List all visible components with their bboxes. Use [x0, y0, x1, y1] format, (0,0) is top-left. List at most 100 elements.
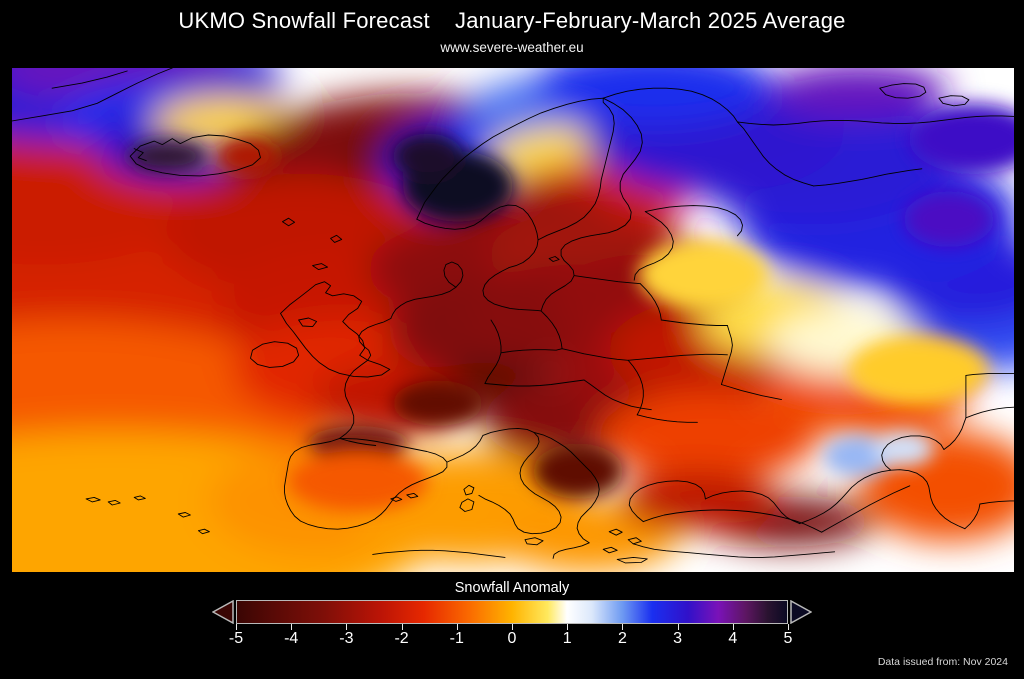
- data-issued-note: Data issued from: Nov 2024: [877, 656, 1008, 668]
- colorbar-tick-label: -3: [339, 630, 354, 647]
- colorbar-tick: [788, 624, 789, 630]
- anomaly-map[interactable]: [12, 68, 1014, 572]
- anomaly-blob: [497, 501, 679, 572]
- colorbar-legend: Snowfall Anomaly -5 -4 -3 -2 -1 0 1 2 3 4 5 Data i…: [0, 576, 1024, 679]
- coastline-path: [552, 542, 590, 559]
- anomaly-blob: [618, 471, 779, 532]
- coastline-path: [633, 211, 674, 281]
- coastline-path: [548, 256, 560, 262]
- source-url: www.severe-weather.eu: [440, 40, 584, 55]
- coastline-path: [561, 348, 629, 361]
- anomaly-blob: [768, 68, 949, 119]
- coastline-path: [636, 414, 698, 423]
- anomaly-blob: [392, 133, 463, 179]
- coastline-path: [12, 68, 173, 122]
- colorbar-tick: [677, 624, 679, 630]
- coastline-path: [406, 492, 419, 499]
- coastline-path: [736, 115, 1014, 126]
- colorbar-tick-label: 0: [507, 630, 517, 647]
- coastline-path: [628, 480, 706, 523]
- anomaly-blob: [217, 138, 278, 174]
- colorbar-tick-label: 4: [728, 630, 738, 647]
- coastline-path: [107, 499, 121, 506]
- coastline-path: [537, 97, 615, 241]
- coastline-path: [463, 484, 475, 496]
- colorbar-tick: [732, 624, 734, 630]
- coastline-path: [330, 234, 343, 243]
- anomaly-blob: [848, 335, 989, 406]
- coastline-path: [736, 121, 815, 187]
- coastline-path: [602, 546, 618, 554]
- coastline-path: [524, 537, 544, 546]
- coastline-path: [533, 431, 600, 544]
- coastline-path: [632, 543, 836, 558]
- coastline-path: [197, 528, 210, 535]
- coastline-path: [938, 95, 970, 107]
- colorbar-gradient: [236, 600, 788, 624]
- coastline-path: [602, 87, 738, 123]
- coastline-path: [979, 500, 1014, 505]
- coastline-path: [881, 435, 945, 471]
- coastline-path: [608, 528, 623, 536]
- anomaly-blob: [873, 430, 934, 467]
- anomaly-blob: [392, 380, 483, 426]
- colorbar-tick-label: -5: [228, 630, 244, 647]
- coastline-path: [312, 263, 329, 271]
- colorbar-tick: [236, 624, 237, 630]
- coastline-path: [627, 537, 642, 545]
- coastline-path: [443, 261, 464, 288]
- coastline-borders: [12, 68, 1014, 564]
- coastline-path: [890, 469, 966, 530]
- anomaly-blob: [307, 425, 408, 462]
- coastline-path: [704, 490, 801, 525]
- coastline-path: [282, 217, 296, 227]
- coastline-path: [720, 384, 782, 401]
- coastline-path: [965, 406, 1014, 419]
- coastline-path: [616, 556, 648, 564]
- figure-header: UKMO Snowfall Forecast January-February-…: [0, 0, 1024, 68]
- coastline-path: [799, 469, 892, 525]
- coastline-path: [660, 319, 728, 326]
- coastline-path: [446, 434, 484, 463]
- coastline-path: [482, 267, 542, 312]
- colorbar-tick-label: -1: [449, 630, 464, 647]
- coastline-path: [358, 318, 392, 361]
- anomaly-blob: [287, 451, 428, 512]
- colorbar-graphic: [212, 600, 812, 624]
- anomaly-blob: [533, 68, 774, 126]
- coastline-path: [459, 498, 475, 512]
- page-title: UKMO Snowfall Forecast January-February-…: [178, 8, 846, 33]
- coastline-path: [133, 495, 146, 501]
- coastline-path: [484, 379, 585, 387]
- anomaly-blob: [638, 239, 769, 310]
- colorbar-tick: [291, 624, 293, 630]
- colorbar-tick-label: 2: [617, 630, 627, 647]
- colorbar-ticks: [212, 624, 812, 632]
- coastline-path: [129, 134, 261, 177]
- coastline-path: [965, 372, 1014, 376]
- coastline-path: [339, 359, 369, 439]
- colorbar-tick: [456, 624, 458, 630]
- coastline-path: [869, 485, 911, 506]
- coastline-path: [250, 341, 300, 368]
- colorbar-tick-label: -2: [394, 630, 409, 647]
- coastline-path: [720, 325, 733, 385]
- coastline-path: [627, 353, 728, 361]
- colorbar-tick: [401, 624, 403, 630]
- colorbar-tick-label: 5: [783, 630, 793, 647]
- coastline-path: [642, 509, 823, 533]
- coastline-path: [583, 379, 652, 411]
- coastline-path: [500, 348, 563, 354]
- coastline-path: [964, 503, 981, 530]
- coastline-path: [133, 148, 147, 162]
- coastline-path: [879, 83, 927, 99]
- coastline-path: [639, 283, 662, 321]
- anomaly-blob: [127, 140, 208, 173]
- anomaly-field-detail: [127, 103, 1014, 512]
- colorbar-tick: [512, 624, 513, 630]
- coastline-path: [280, 281, 391, 378]
- coastline-path: [390, 286, 457, 319]
- colorbar-left-arrow-icon: [212, 600, 234, 624]
- colorbar-tick: [346, 624, 348, 630]
